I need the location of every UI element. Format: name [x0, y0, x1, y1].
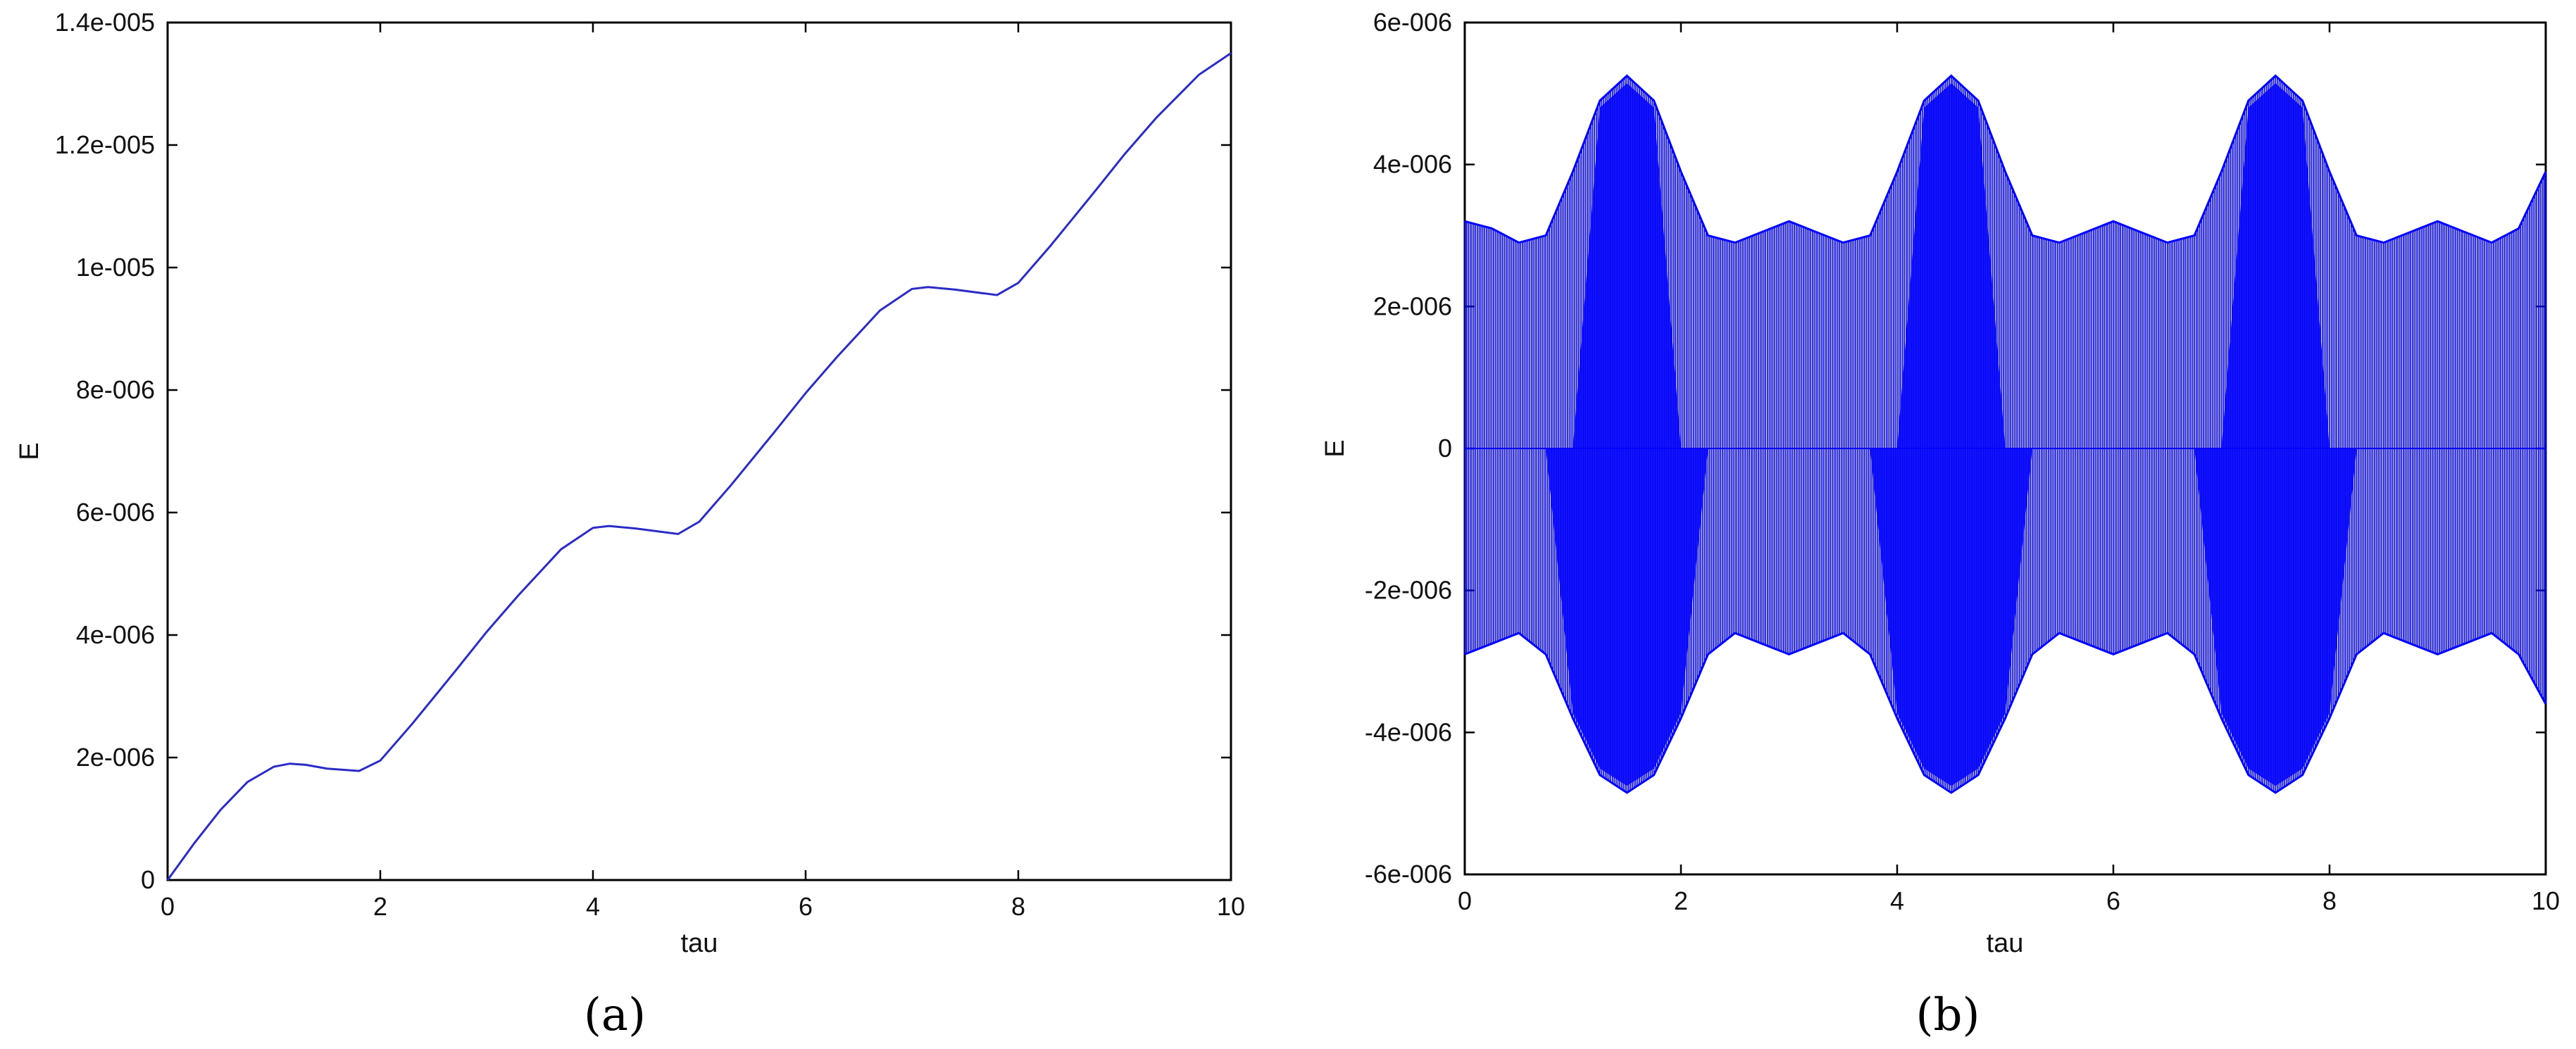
plot-a-xtick-label: 6: [799, 892, 813, 921]
plot-b-ytick-label: -6e-006: [1365, 860, 1452, 888]
plot-b-dense-core: [1465, 83, 2546, 786]
plot-a-frame: [166, 21, 1232, 881]
plot-a-data: [166, 52, 1232, 881]
plot-a-ytick-label: 1e-005: [76, 253, 155, 282]
plot-b-ytick-label: 6e-006: [1373, 8, 1452, 37]
plot-a-ytick-label: 0: [141, 865, 155, 894]
plot-b-ytick-label: 4e-006: [1373, 150, 1452, 179]
plot-b-ytick-label: 0: [1438, 434, 1452, 463]
plot-b-ytick-label: 2e-006: [1373, 291, 1452, 320]
plot-b-ticks: 0 2 4 6 8 10 -6e-006 -4e-006 -2e-006 0 2e-006 4e-00…: [1365, 8, 2560, 915]
panel-b-label: (b): [1916, 989, 1980, 1041]
plot-b-ytick-label: -2e-006: [1365, 576, 1452, 605]
plot-b-ylabel: E: [1320, 439, 1350, 457]
plot-a-ytick-label: 6e-006: [76, 498, 155, 527]
plot-b-data: [1464, 74, 2547, 794]
plot-b-ytick-label: -4e-006: [1365, 717, 1452, 746]
plot-a-ytick-label: 1.2e-005: [55, 130, 155, 159]
plot-a-ytick-label: 8e-006: [76, 375, 155, 404]
plot-b-envelope-upper: [1464, 74, 2547, 244]
plot-a-ticks: 0 2 4 6 8 10 0 2e-006 4e-006 6e-006 8e-006 1e-005 1.…: [55, 8, 1245, 921]
plot-a-xlabel: tau: [681, 929, 718, 958]
plot-b-envelope-lower: [1464, 632, 2547, 794]
plot-b-xtick-label: 0: [1458, 886, 1472, 915]
plot-a-ytick-label: 1.4e-005: [55, 8, 155, 37]
plot-a-xtick-label: 4: [586, 892, 600, 921]
plot-a-ytick-label: 2e-006: [76, 743, 155, 772]
plot-b-xtick-label: 4: [1890, 886, 1904, 915]
plot-a-ylabel: E: [15, 442, 44, 460]
plot-a-xtick-label: 2: [373, 892, 387, 921]
panel-a: 0 2 4 6 8 10 0 2e-006 4e-006 6e-006 8e-006 1e-005 1.…: [15, 8, 1245, 1041]
plot-b-xtick-label: 2: [1674, 886, 1688, 915]
plot-b-xtick-label: 6: [2106, 886, 2120, 915]
plot-a-series-line: [166, 52, 1232, 881]
panel-a-label: (a): [584, 989, 646, 1041]
plot-a-xtick-label: 10: [1217, 892, 1245, 921]
plot-a-xtick-label: 0: [161, 892, 175, 921]
plot-a-ytick-label: 4e-006: [76, 620, 155, 649]
plot-b-xtick-label: 10: [2532, 886, 2560, 915]
plot-b-xtick-label: 8: [2322, 886, 2337, 915]
plot-a-xtick-label: 8: [1011, 892, 1025, 921]
panel-b: 0 2 4 6 8 10 -6e-006 -4e-006 -2e-006 0 2e-006 4e-00…: [1320, 8, 2560, 1041]
plot-b-xlabel: tau: [1987, 929, 2024, 958]
